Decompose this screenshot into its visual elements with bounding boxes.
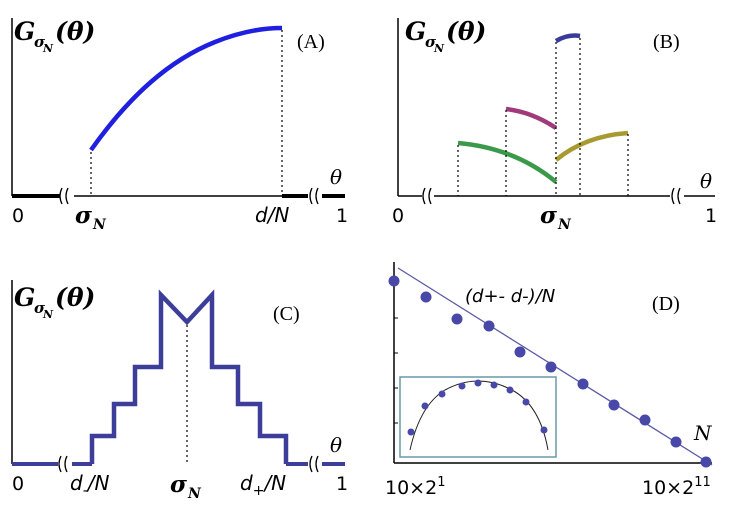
panel-d-inset-point (506, 386, 514, 394)
panel-d-inset (399, 376, 557, 458)
panel-a-g-subsub: N (42, 42, 54, 55)
panel-a-g-arg: (θ) (55, 17, 95, 46)
panel-c-label: (C) (273, 303, 300, 325)
panel-d-inset-point (458, 382, 466, 390)
panel-d-inset-point (522, 398, 530, 406)
panel-d-inset-point (421, 402, 429, 410)
panel-d: (d+- d-)/N (D) N 10×21 10×211 (385, 262, 713, 499)
panel-d-inset-points (407, 379, 548, 436)
panel-b-theta: θ (700, 169, 712, 193)
panel-a-sigma: σ (75, 202, 92, 229)
panel-c-sigma: σ (170, 471, 187, 498)
panel-d-inset-point (540, 426, 548, 434)
panel-d-point (483, 320, 495, 332)
panel-b-curve-olive (554, 130, 629, 162)
panel-c-d-plus: d+/N (240, 471, 286, 499)
panel-d-point (451, 313, 463, 325)
axis-break-icon (58, 455, 68, 473)
panel-d-point (577, 378, 589, 390)
panel-c-staircase (89, 289, 289, 464)
panel-d-x-left: 10×21 (385, 475, 445, 499)
panel-a-tick-one: 1 (336, 205, 348, 227)
panel-b-label: (B) (653, 31, 680, 53)
panel-b-tick-one: 1 (705, 205, 717, 227)
panel-b-g-arg: (θ) (446, 17, 486, 46)
panel-a: G σ N (θ) (A) θ 0 σ N d/N 1 (11, 17, 348, 233)
panel-a-g-sub: σ (34, 33, 46, 51)
panel-a-theta: θ (330, 165, 342, 189)
panel-d-inset-point (490, 381, 498, 389)
panel-d-point (670, 436, 682, 448)
panel-a-curve (89, 25, 283, 152)
panel-c-g-sub: σ (34, 299, 46, 317)
panel-d-formula: (d+- d-)/N (465, 286, 555, 307)
axis-break-icon (309, 187, 319, 205)
panel-d-point (514, 346, 526, 358)
panel-b-curve-magenta (505, 106, 558, 130)
axis-break-icon (59, 187, 69, 205)
axis-break-icon (309, 455, 319, 473)
panel-d-point (545, 361, 557, 373)
panel-a-sigma-sub: N (92, 217, 107, 233)
panel-b-curve-green (457, 140, 558, 184)
panel-c-g-symbol: G (14, 283, 35, 312)
panel-c-g-arg: (θ) (55, 283, 95, 312)
panel-a-d-over-n: d/N (255, 203, 289, 227)
panel-d-x-right: 10×211 (642, 475, 711, 499)
panel-b-tick-zero: 0 (392, 205, 404, 227)
panel-d-point (700, 456, 712, 468)
panel-d-point (388, 275, 400, 287)
panel-c-sigma-sub: N (187, 486, 202, 502)
panel-c-g-subsub: N (42, 308, 54, 321)
axis-break-icon (422, 187, 432, 205)
panel-b-g-symbol: G (405, 17, 426, 46)
panel-d-inset-point (407, 428, 415, 436)
panel-b: G σ N (θ) (B) θ 0 σ N 1 (392, 17, 717, 233)
panel-d-n-label: N (693, 421, 713, 445)
panel-d-inset-point (474, 379, 482, 387)
panel-a-label: (A) (297, 31, 325, 53)
panel-d-points (388, 275, 712, 468)
axis-break-icon (671, 187, 681, 205)
panel-d-point (420, 291, 432, 303)
panel-b-curve-navy (554, 33, 581, 43)
panel-c: G σ N (θ) (C) θ 0 d-/N σ N d+/N 1 (11, 280, 348, 502)
panel-a-tick-zero: 0 (12, 205, 24, 227)
panel-d-point (608, 399, 620, 411)
panel-d-label: (D) (652, 293, 680, 315)
panel-b-g-sub: σ (425, 33, 437, 51)
panel-c-theta: θ (330, 433, 342, 457)
panel-b-sigma-sub: N (557, 217, 572, 233)
panel-b-sigma: σ (540, 202, 557, 229)
panel-c-tick-one: 1 (336, 473, 348, 495)
panel-d-inset-point (438, 390, 446, 398)
panel-a-g-symbol: G (14, 17, 35, 46)
panel-d-point (639, 414, 651, 426)
panel-c-tick-zero: 0 (12, 473, 24, 495)
panel-b-g-subsub: N (433, 42, 445, 55)
panel-c-d-minus: d-/N (70, 471, 110, 499)
